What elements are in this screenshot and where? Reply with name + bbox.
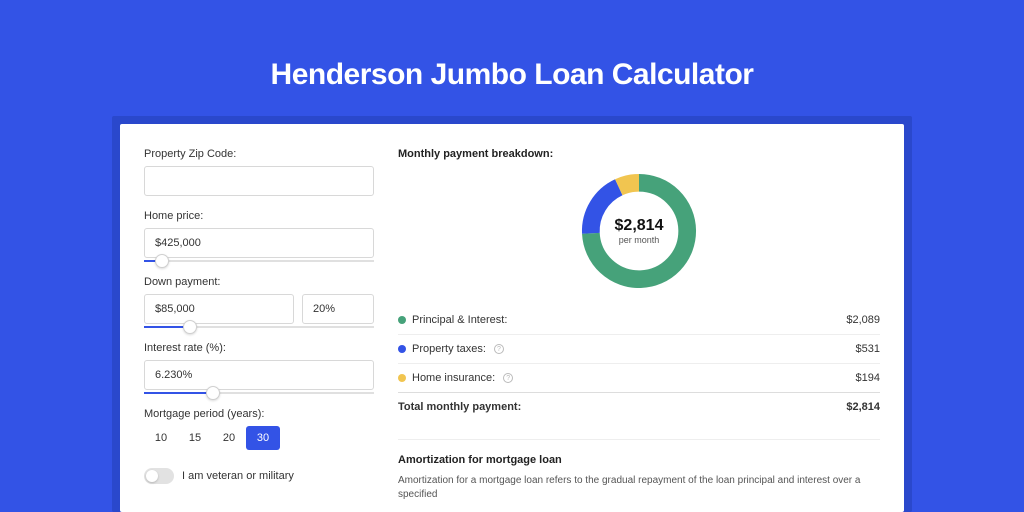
veteran-toggle-label: I am veteran or military bbox=[182, 470, 294, 482]
mortgage-period-group: Mortgage period (years): 10152030 bbox=[144, 408, 374, 450]
legend-total-label: Total monthly payment: bbox=[398, 401, 521, 413]
period-option-30[interactable]: 30 bbox=[246, 426, 280, 450]
veteran-toggle-row: I am veteran or military bbox=[144, 468, 374, 484]
interest-rate-input-el[interactable] bbox=[155, 369, 363, 381]
donut-wrap: $2,814 per month bbox=[398, 172, 880, 290]
home-price-input[interactable] bbox=[144, 228, 374, 258]
veteran-toggle[interactable] bbox=[144, 468, 174, 484]
zip-label: Property Zip Code: bbox=[144, 148, 374, 160]
page-title: Henderson Jumbo Loan Calculator bbox=[271, 58, 754, 92]
down-payment-pct-input[interactable] bbox=[302, 294, 374, 324]
zip-field-group: Property Zip Code: bbox=[144, 148, 374, 196]
interest-rate-slider-thumb[interactable] bbox=[206, 386, 220, 400]
down-payment-group: Down payment: bbox=[144, 276, 374, 328]
mortgage-period-options: 10152030 bbox=[144, 426, 374, 450]
legend-dot bbox=[398, 345, 406, 353]
legend-total-row: Total monthly payment: $2,814 bbox=[398, 392, 880, 421]
info-icon[interactable]: ? bbox=[503, 373, 513, 383]
legend-dot bbox=[398, 316, 406, 324]
breakdown-column: Monthly payment breakdown: $2,814 per mo… bbox=[398, 148, 880, 502]
mortgage-period-label: Mortgage period (years): bbox=[144, 408, 374, 420]
home-price-slider-thumb[interactable] bbox=[155, 254, 169, 268]
down-payment-slider[interactable] bbox=[144, 326, 374, 328]
period-option-10[interactable]: 10 bbox=[144, 426, 178, 450]
legend-total-value: $2,814 bbox=[846, 401, 880, 413]
period-option-20[interactable]: 20 bbox=[212, 426, 246, 450]
veteran-toggle-knob bbox=[146, 470, 158, 482]
down-payment-slider-thumb[interactable] bbox=[183, 320, 197, 334]
zip-input[interactable] bbox=[144, 166, 374, 196]
donut-amount: $2,814 bbox=[615, 217, 664, 235]
info-icon[interactable]: ? bbox=[494, 344, 504, 354]
calculator-panel: Property Zip Code: Home price: bbox=[120, 124, 904, 512]
panel-outer: Property Zip Code: Home price: bbox=[112, 116, 912, 512]
zip-input-el[interactable] bbox=[155, 175, 363, 187]
home-price-slider[interactable] bbox=[144, 260, 374, 262]
legend-value: $2,089 bbox=[846, 314, 880, 326]
donut-chart: $2,814 per month bbox=[580, 172, 698, 290]
legend-row: Property taxes:? $531 bbox=[398, 334, 880, 363]
interest-rate-slider-fill bbox=[144, 392, 213, 394]
interest-rate-group: Interest rate (%): bbox=[144, 342, 374, 394]
down-payment-label: Down payment: bbox=[144, 276, 374, 288]
down-payment-amount-input[interactable] bbox=[144, 294, 294, 324]
period-option-15[interactable]: 15 bbox=[178, 426, 212, 450]
home-price-label: Home price: bbox=[144, 210, 374, 222]
legend-value: $531 bbox=[856, 343, 880, 355]
breakdown-title: Monthly payment breakdown: bbox=[398, 148, 880, 160]
amortization-text: Amortization for a mortgage loan refers … bbox=[398, 474, 880, 502]
page-background: Henderson Jumbo Loan Calculator Property… bbox=[0, 0, 1024, 512]
home-price-input-el[interactable] bbox=[155, 237, 363, 249]
interest-rate-slider[interactable] bbox=[144, 392, 374, 394]
legend-row: Principal & Interest: $2,089 bbox=[398, 306, 880, 334]
form-column: Property Zip Code: Home price: bbox=[144, 148, 374, 502]
legend-label: Home insurance: bbox=[412, 372, 495, 384]
amortization-title: Amortization for mortgage loan bbox=[398, 454, 880, 466]
legend-label: Property taxes: bbox=[412, 343, 486, 355]
breakdown-legend: Principal & Interest: $2,089 Property taxe… bbox=[398, 306, 880, 421]
donut-sub: per month bbox=[619, 235, 660, 245]
donut-center: $2,814 per month bbox=[580, 172, 698, 290]
legend-value: $194 bbox=[856, 372, 880, 384]
home-price-group: Home price: bbox=[144, 210, 374, 262]
legend-label: Principal & Interest: bbox=[412, 314, 507, 326]
interest-rate-input[interactable] bbox=[144, 360, 374, 390]
legend-row: Home insurance:? $194 bbox=[398, 363, 880, 392]
down-payment-pct-el[interactable] bbox=[313, 303, 363, 315]
amortization-block: Amortization for mortgage loan Amortizat… bbox=[398, 439, 880, 502]
interest-rate-label: Interest rate (%): bbox=[144, 342, 374, 354]
legend-dot bbox=[398, 374, 406, 382]
down-payment-amount-el[interactable] bbox=[155, 303, 283, 315]
